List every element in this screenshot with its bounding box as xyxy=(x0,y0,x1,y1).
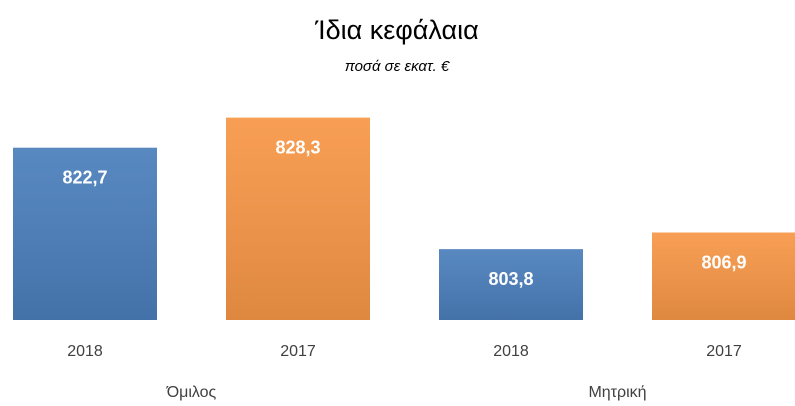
x-tick-label: 2017 xyxy=(280,343,316,360)
data-label: 828,3 xyxy=(275,137,320,157)
bar-shade xyxy=(226,117,370,321)
x-tick-label: 2018 xyxy=(67,343,103,360)
chart-title: Ίδια κεφάλαια xyxy=(314,15,478,45)
bar-shade xyxy=(13,147,157,320)
group-label: Μητρική xyxy=(588,384,646,401)
data-label: 806,9 xyxy=(701,252,746,272)
x-tick-label: 2017 xyxy=(706,343,742,360)
x-tick-label: 2018 xyxy=(493,343,529,360)
bar-shade xyxy=(652,232,795,320)
group-label: Όμιλος xyxy=(166,384,217,401)
bar-shade xyxy=(439,249,583,320)
chart-subtitle: ποσά σε εκατ. € xyxy=(345,58,450,75)
data-label: 803,8 xyxy=(488,269,533,289)
data-label: 822,7 xyxy=(62,167,107,187)
